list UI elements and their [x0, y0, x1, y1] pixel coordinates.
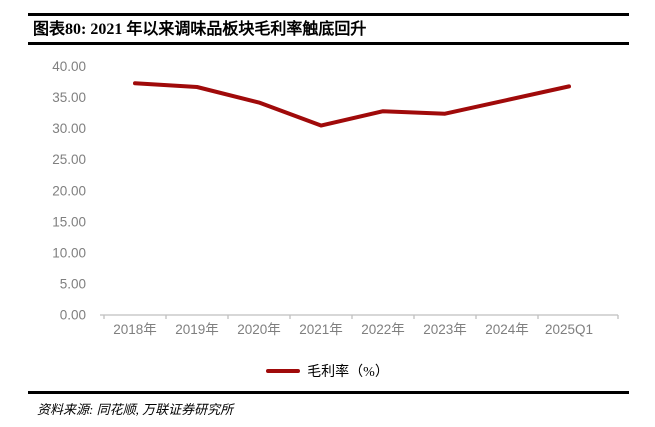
chart-legend: 毛利率（%） [0, 362, 655, 380]
x-tick-label: 2025Q1 [545, 322, 593, 337]
y-tick-label: 15.00 [52, 214, 86, 229]
y-tick-label: 40.00 [52, 59, 86, 74]
line-chart-canvas: 0.00 5.00 10.00 15.00 20.00 25.00 30.00 35.00 40… [52, 59, 619, 337]
y-tick-label: 25.00 [52, 152, 86, 167]
x-tick-label: 2022年 [361, 322, 405, 337]
gross-margin-series-line [133, 81, 571, 128]
footer-rule [28, 391, 629, 394]
y-tick-label: 5.00 [60, 276, 86, 291]
legend-line-marker [266, 369, 301, 373]
legend-series-label: 毛利率（%） [307, 365, 389, 380]
x-tick-label: 2018年 [113, 322, 157, 337]
y-tick-label: 30.00 [52, 121, 86, 136]
y-tick-label: 35.00 [52, 90, 86, 105]
x-tick-label: 2023年 [423, 322, 467, 337]
source-note: 资料来源: 同花顺, 万联证券研究所 [37, 402, 234, 417]
y-tick-label: 20.00 [52, 183, 86, 198]
x-tick-label: 2024年 [485, 322, 529, 337]
header-top-rule [28, 13, 629, 16]
header-bottom-rule [28, 42, 629, 45]
y-tick-label: 0.00 [60, 308, 86, 323]
x-tick-label: 2019年 [175, 322, 219, 337]
figure-title: 图表80: 2021 年以来调味品板块毛利率触底回升 [33, 21, 367, 38]
x-tick-label: 2020年 [237, 322, 281, 337]
x-tick-label: 2021年 [299, 322, 343, 337]
y-tick-label: 10.00 [52, 245, 86, 260]
